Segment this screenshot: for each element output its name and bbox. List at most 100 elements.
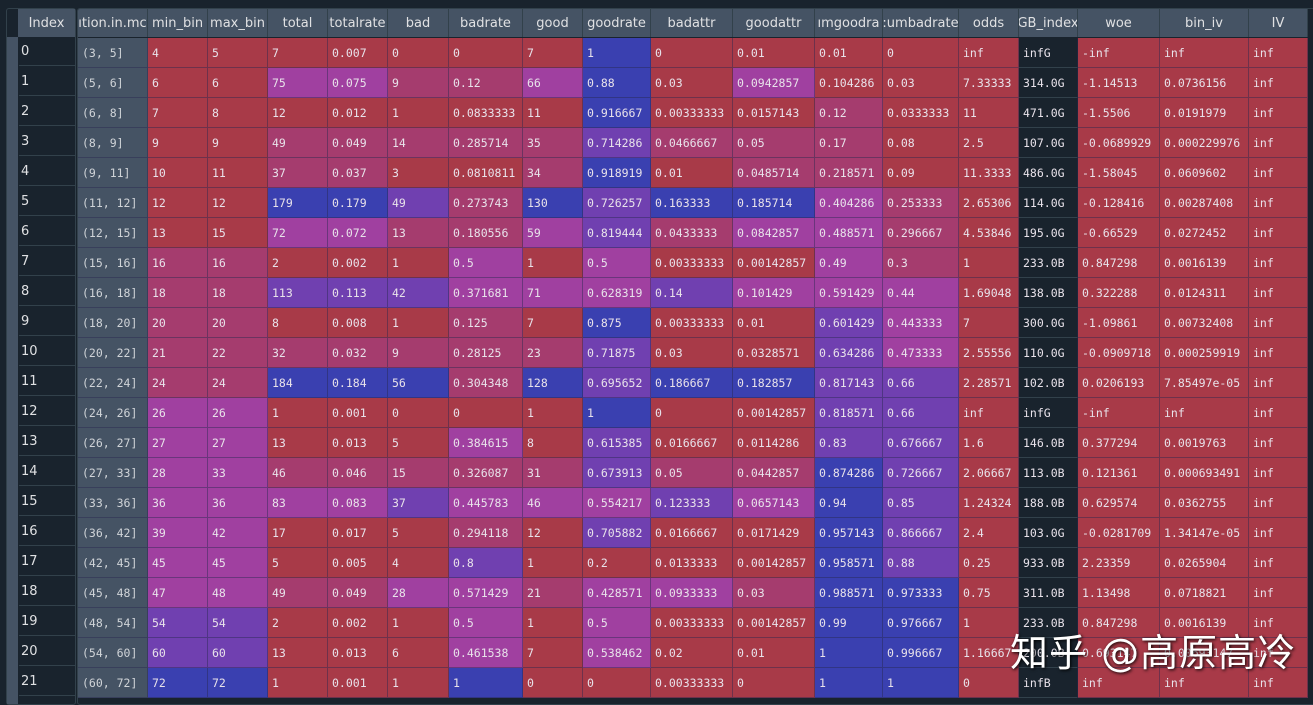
cell-goodrate[interactable]: 0.538462 [583,638,651,668]
cell-bin_iv[interactable]: 0.0016139 [1160,608,1249,638]
cell-goodrate[interactable]: 0.916667 [583,98,651,128]
cell-goodattr[interactable]: 0.03 [733,578,815,608]
row-index[interactable]: 4 [19,157,75,186]
cell-max_bin[interactable]: 20 [208,308,268,338]
cell-cumgoodrate[interactable]: 0.49 [815,248,883,278]
cell-IV[interactable]: inf [1249,518,1308,548]
row-index[interactable]: 1 [19,67,75,96]
cell-min_bin[interactable]: 39 [148,518,208,548]
cell-goodattr[interactable]: 0.0171429 [733,518,815,548]
cell-cumbadrate[interactable]: 0.88 [883,548,959,578]
cell-bin_iv[interactable]: 0.0362755 [1160,488,1249,518]
cell-goodattr[interactable]: 0.00142857 [733,248,815,278]
cell-odds[interactable]: 11.3333 [959,158,1019,188]
cell-max_bin[interactable]: 18 [208,278,268,308]
row-index[interactable]: 5 [19,187,75,216]
cell-goodattr[interactable]: 0.01 [733,308,815,338]
cell-badrate[interactable]: 0.445783 [449,488,523,518]
cell-badattr[interactable]: 0.0933333 [651,578,733,608]
cell-badrate[interactable]: 0.8 [449,548,523,578]
column-header-GB_index[interactable]: GB_index [1019,9,1078,37]
cell-max_bin[interactable]: 45 [208,548,268,578]
cell-cumgoodrate[interactable]: 0.94 [815,488,883,518]
cell-badattr[interactable]: 0 [651,38,733,68]
cell-badrate[interactable]: 0.0833333 [449,98,523,128]
cell-min_bin[interactable]: 72 [148,668,208,698]
cell-IV[interactable]: inf [1249,608,1308,638]
cell-interval[interactable]: (20, 22] [78,338,148,368]
cell-min_bin[interactable]: 47 [148,578,208,608]
cell-goodattr[interactable]: 0.01 [733,638,815,668]
cell-goodrate[interactable]: 0.705882 [583,518,651,548]
row-index[interactable]: 17 [19,547,75,576]
cell-interval[interactable]: (15, 16] [78,248,148,278]
row-index[interactable]: 18 [19,577,75,606]
cell-IV[interactable]: inf [1249,488,1308,518]
cell-woe[interactable]: 0.847298 [1078,608,1160,638]
cell-totalrate[interactable]: 0.007 [328,38,388,68]
cell-badattr[interactable]: 0.0133333 [651,548,733,578]
cell-goodattr[interactable]: 0.0328571 [733,338,815,368]
cell-bad[interactable]: 1 [388,608,449,638]
cell-GB_index[interactable]: 486.0G [1019,158,1078,188]
cell-max_bin[interactable]: 12 [208,188,268,218]
cell-IV[interactable]: inf [1249,128,1308,158]
cell-badrate[interactable]: 0.285714 [449,128,523,158]
cell-goodrate[interactable]: 0.428571 [583,578,651,608]
cell-bin_iv[interactable]: 0.0609602 [1160,158,1249,188]
cell-badrate[interactable]: 0.571429 [449,578,523,608]
cell-badattr[interactable]: 0.0166667 [651,518,733,548]
cell-total[interactable]: 184 [268,368,328,398]
column-header-IV[interactable]: IV [1249,9,1308,37]
column-header-good[interactable]: good [523,9,583,37]
cell-IV[interactable]: inf [1249,98,1308,128]
cell-IV[interactable]: inf [1249,338,1308,368]
cell-min_bin[interactable]: 18 [148,278,208,308]
cell-badrate[interactable]: 0.28125 [449,338,523,368]
cell-bad[interactable]: 14 [388,128,449,158]
cell-min_bin[interactable]: 27 [148,428,208,458]
cell-totalrate[interactable]: 0.013 [328,638,388,668]
cell-cumbadrate[interactable]: 0.44 [883,278,959,308]
cell-IV[interactable]: inf [1249,38,1308,68]
cell-odds[interactable]: inf [959,398,1019,428]
cell-GB_index[interactable]: 113.0B [1019,458,1078,488]
cell-max_bin[interactable]: 42 [208,518,268,548]
cell-totalrate[interactable]: 0.001 [328,398,388,428]
cell-bad[interactable]: 9 [388,68,449,98]
cell-GB_index[interactable]: 110.0G [1019,338,1078,368]
cell-min_bin[interactable]: 26 [148,398,208,428]
cell-odds[interactable]: inf [959,38,1019,68]
cell-GB_index[interactable]: 188.0B [1019,488,1078,518]
cell-good[interactable]: 1 [523,548,583,578]
column-header-interval[interactable]: ıtion.in.mc [78,9,148,37]
index-header[interactable]: Index [18,9,75,37]
cell-bin_iv[interactable]: 0.000259919 [1160,338,1249,368]
cell-good[interactable]: 12 [523,518,583,548]
cell-total[interactable]: 113 [268,278,328,308]
cell-goodattr[interactable]: 0.182857 [733,368,815,398]
cell-goodattr[interactable]: 0.0114286 [733,428,815,458]
cell-odds[interactable]: 0.75 [959,578,1019,608]
cell-IV[interactable]: inf [1249,428,1308,458]
cell-cumgoodrate[interactable]: 0.12 [815,98,883,128]
cell-goodattr[interactable]: 0.0157143 [733,98,815,128]
cell-cumgoodrate[interactable]: 0.988571 [815,578,883,608]
cell-badrate[interactable]: 0.461538 [449,638,523,668]
cell-good[interactable]: 21 [523,578,583,608]
cell-totalrate[interactable]: 0.184 [328,368,388,398]
cell-odds[interactable]: 1 [959,608,1019,638]
column-header-odds[interactable]: odds [959,9,1019,37]
cell-cumbadrate[interactable]: 1 [883,668,959,698]
cell-max_bin[interactable]: 9 [208,128,268,158]
cell-bad[interactable]: 1 [388,98,449,128]
cell-GB_index[interactable]: 300.0G [1019,308,1078,338]
cell-min_bin[interactable]: 9 [148,128,208,158]
cell-woe[interactable]: inf [1078,668,1160,698]
cell-interval[interactable]: (5, 6] [78,68,148,98]
cell-totalrate[interactable]: 0.017 [328,518,388,548]
cell-badrate[interactable]: 0.5 [449,608,523,638]
cell-cumbadrate[interactable]: 0.09 [883,158,959,188]
cell-goodrate[interactable]: 0 [583,668,651,698]
cell-bad[interactable]: 5 [388,518,449,548]
